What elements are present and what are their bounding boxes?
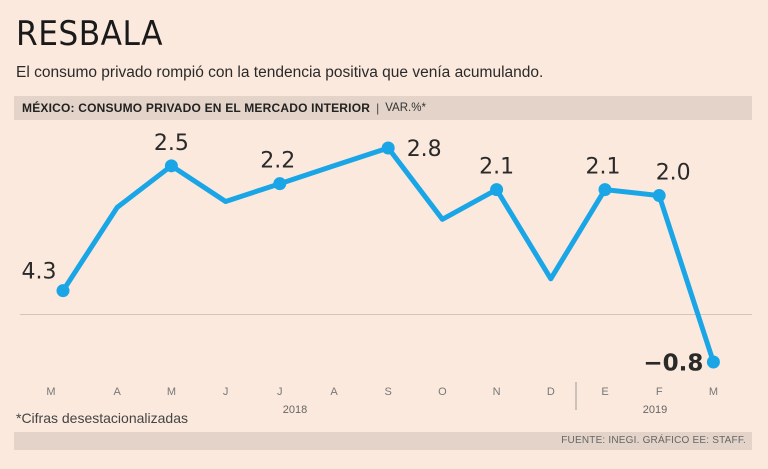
chart-subtitle: El consumo privado rompió con la tendenc… [16, 64, 544, 81]
x-tick-label-7: O [438, 386, 447, 398]
series-line [60, 145, 716, 365]
data-point-12 [706, 355, 720, 369]
x-tick-label-11: F [656, 386, 663, 398]
x-tick-label-0: M [46, 386, 55, 398]
data-label-2: 2.5 [154, 131, 189, 156]
data-label-8: 2.1 [479, 155, 514, 180]
footnote: *Cifras desestacionalizadas [16, 410, 188, 426]
data-label-4: 2.2 [260, 149, 295, 174]
year-label-2019: 2019 [643, 404, 667, 416]
x-tick-label-5: A [330, 386, 338, 398]
x-tick-label-3: J [223, 386, 229, 398]
x-tick-label-8: N [493, 386, 501, 398]
x-tick-label-9: D [547, 386, 555, 398]
data-label-12: −0.8 [643, 351, 703, 377]
year-label-2018: 2018 [283, 404, 307, 416]
data-point-2 [164, 159, 178, 173]
x-tick-label-12: M [709, 386, 718, 398]
chart-header-title: MÉXICO: CONSUMO PRIVADO EN EL MERCADO IN… [22, 101, 371, 115]
data-point-11 [652, 189, 666, 203]
data-point-8 [490, 183, 504, 197]
data-label-11: 2.0 [656, 161, 691, 186]
data-label-0: 4.3 [22, 260, 57, 285]
data-point-0 [56, 284, 70, 298]
data-point-4 [273, 177, 287, 191]
data-label-6: 2.8 [407, 137, 442, 162]
chart-header-unit: VAR.%* [385, 102, 426, 114]
chart-header-band: MÉXICO: CONSUMO PRIVADO EN EL MERCADO IN… [14, 96, 752, 120]
data-point-6 [381, 141, 395, 155]
chart-title-main: RESBALA [16, 14, 163, 54]
x-tick-label-10: E [601, 386, 608, 398]
data-label-10: 2.1 [586, 155, 621, 180]
data-point-10 [598, 183, 612, 197]
x-tick-label-2: M [167, 386, 176, 398]
source-band: FUENTE: INEGI. GRÁFICO EE: STAFF. [14, 432, 752, 450]
x-tick-label-1: A [114, 386, 122, 398]
source-text: FUENTE: INEGI. GRÁFICO EE: STAFF. [561, 435, 746, 446]
chart-header-separator: | [376, 101, 380, 115]
x-tick-label-6: S [385, 386, 392, 398]
x-tick-label-4: J [277, 386, 283, 398]
